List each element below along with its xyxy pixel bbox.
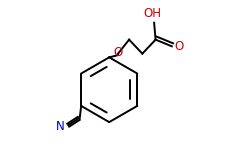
Text: N: N bbox=[56, 120, 65, 133]
Text: OH: OH bbox=[144, 7, 162, 20]
Text: O: O bbox=[113, 46, 123, 59]
Text: O: O bbox=[174, 40, 184, 53]
